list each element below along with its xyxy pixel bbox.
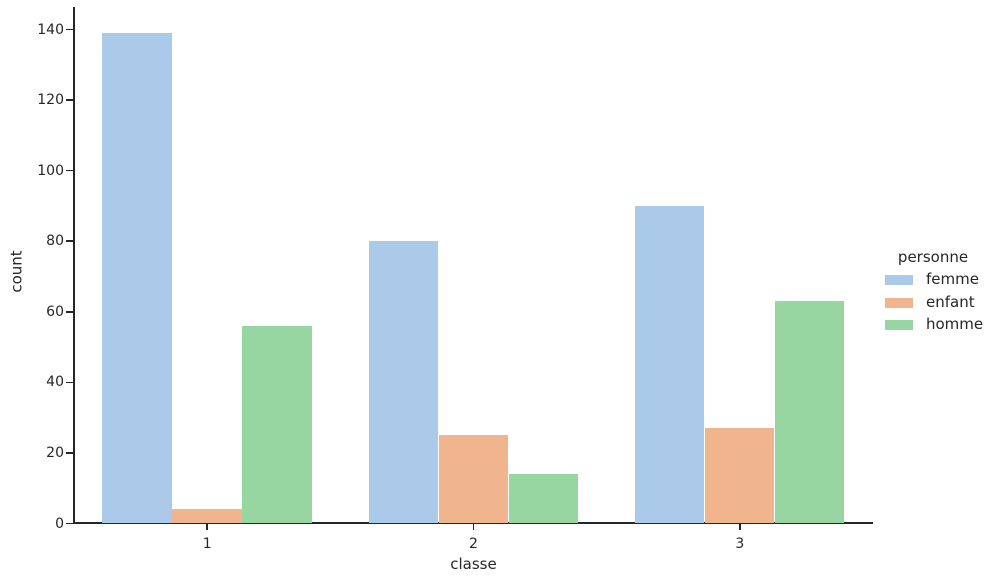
y-tick-label: 40 [46, 374, 64, 391]
y-tick-mark [66, 522, 74, 525]
legend-entry-homme: homme [885, 316, 995, 333]
y-tick-label: 100 [37, 162, 64, 179]
bar-homme-3 [774, 301, 845, 524]
x-tick-mark [739, 524, 741, 530]
y-tick-mark [66, 381, 74, 384]
y-axis-label: count [7, 250, 26, 293]
x-tick-mark [206, 524, 208, 530]
legend-label-femme: femme [926, 270, 979, 288]
legend-swatch-femme [885, 275, 913, 285]
legend-label-homme: homme [926, 315, 984, 333]
y-tick-label: 20 [46, 444, 64, 461]
bar-homme-2 [508, 474, 578, 524]
legend-swatch-homme [885, 320, 913, 330]
bar-femme-3 [634, 205, 705, 524]
legend-title: personne [897, 248, 969, 266]
y-tick-label: 140 [37, 21, 64, 38]
bar-femme-1 [102, 33, 172, 524]
x-tick-label: 3 [735, 536, 745, 552]
x-tick-label: 1 [202, 536, 212, 552]
legend-label-enfant: enfant [926, 292, 975, 311]
x-axis-label: classe [450, 555, 497, 573]
bar-femme-2 [368, 241, 438, 524]
y-tick-mark [66, 99, 74, 101]
bar-homme-1 [242, 325, 312, 524]
y-tick-mark [66, 452, 74, 454]
y-tick-label: 120 [37, 92, 64, 109]
x-tick-label: 2 [469, 536, 478, 552]
y-tick-mark [66, 169, 74, 172]
bar-enfant-2 [438, 435, 508, 524]
y-tick-label: 80 [46, 233, 64, 250]
legend-entry-femme: femme [885, 271, 995, 288]
y-axis-spine [73, 7, 75, 524]
legend-swatch-enfant [885, 297, 913, 308]
bar-enfant-1 [172, 509, 242, 524]
y-tick-label: 60 [46, 303, 64, 320]
y-tick-mark [66, 311, 74, 313]
bar-enfant-3 [704, 428, 775, 524]
y-tick-label: 0 [55, 515, 64, 532]
x-tick-mark [472, 524, 475, 530]
legend-entry-enfant: enfant [885, 292, 995, 311]
y-tick-mark [66, 28, 74, 31]
y-tick-mark [66, 240, 74, 243]
